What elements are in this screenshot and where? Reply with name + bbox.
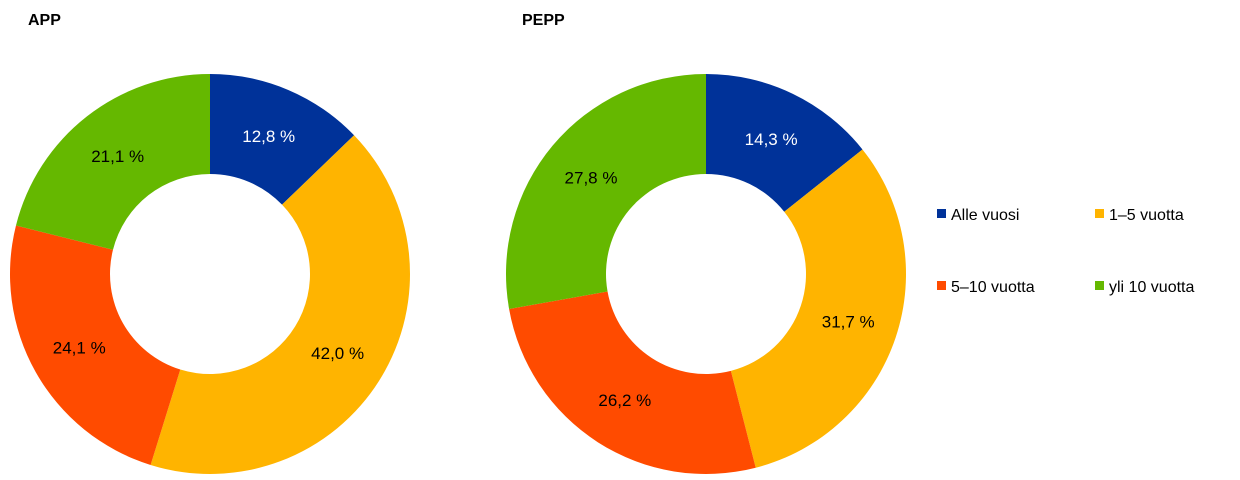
data-label-pepp-5-10-vuotta: 26,2 % [598, 391, 651, 410]
data-label-app-yli-10-vuotta: 21,1 % [91, 147, 144, 166]
chart-title-app: APP [28, 12, 61, 29]
slice-app-yli-10-vuotta [15, 74, 210, 250]
data-label-app-alle-vuosi: 12,8 % [242, 127, 295, 146]
data-label-pepp-alle-vuosi: 14,3 % [745, 130, 798, 149]
slice-pepp-1-5-vuotta [730, 149, 906, 468]
slice-app-1-5-vuotta [150, 135, 410, 474]
data-label-app-5-10-vuotta: 24,1 % [53, 338, 106, 357]
legend-label-5-10-vuotta: 5–10 vuotta [951, 279, 1035, 296]
chart-title-pepp: PEPP [522, 12, 565, 29]
data-label-app-1-5-vuotta: 42,0 % [311, 344, 364, 363]
legend-swatch-alle-vuosi [937, 209, 946, 218]
legend-swatch-yli-10-vuotta [1095, 281, 1104, 290]
data-label-pepp-yli-10-vuotta: 27,8 % [565, 169, 618, 188]
slice-pepp-yli-10-vuotta [506, 74, 706, 310]
legend: Alle vuosi 1–5 vuotta 5–10 vuotta yli 10 vu… [937, 207, 1194, 296]
slice-pepp-alle-vuosi [706, 74, 863, 212]
legend-label-1-5-vuotta: 1–5 vuotta [1109, 207, 1184, 224]
legend-swatch-5-10-vuotta [937, 281, 946, 290]
slice-app-5-10-vuotta [9, 225, 181, 465]
slice-app-alle-vuosi [210, 74, 355, 205]
slice-pepp-5-10-vuotta [509, 291, 756, 475]
legend-label-alle-vuosi: Alle vuosi [951, 207, 1019, 224]
donut-chart-pepp: 14,3 % 31,7 % 26,2 % 27,8 % [506, 74, 906, 475]
data-label-pepp-1-5-vuotta: 31,7 % [822, 313, 875, 332]
legend-swatch-1-5-vuotta [1095, 209, 1104, 218]
donut-chart-app: 12,8 % 42,0 % 24,1 % 21,1 % [9, 74, 410, 474]
legend-label-yli-10-vuotta: yli 10 vuotta [1109, 279, 1194, 296]
